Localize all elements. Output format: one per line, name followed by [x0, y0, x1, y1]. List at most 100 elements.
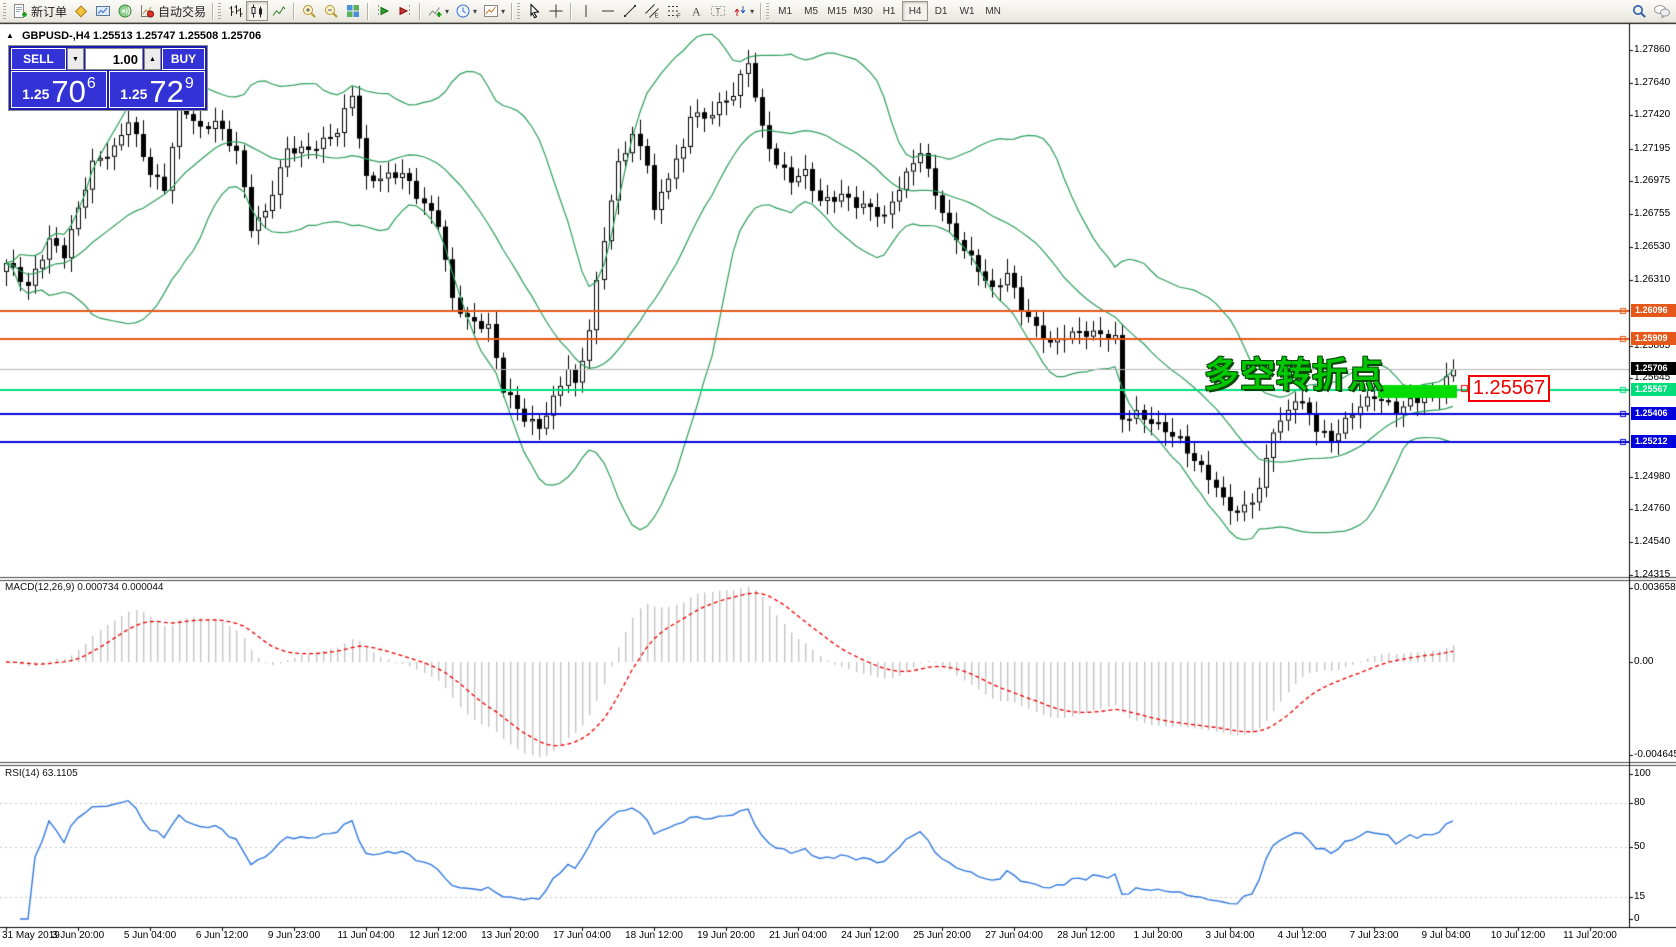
svg-text:E: E: [655, 14, 659, 20]
candlestick-icon: [249, 3, 265, 19]
zoom-out-button[interactable]: [320, 1, 342, 21]
timeframe-h1-button[interactable]: H1: [876, 1, 902, 21]
new-order-icon: [12, 3, 28, 19]
volume-decrease-button[interactable]: ▼: [67, 48, 84, 70]
search-icon: [1631, 3, 1647, 19]
cursor-icon: [526, 3, 542, 19]
timeframe-m5-button[interactable]: M5: [798, 1, 824, 21]
indicators-dropdown-arrow[interactable]: ▾: [445, 6, 450, 16]
signals-icon: [117, 3, 133, 19]
indicators-button[interactable]: ▾: [424, 1, 452, 21]
cursor-button[interactable]: [523, 1, 545, 21]
bar-chart-icon: [227, 3, 243, 19]
vertical-line-button[interactable]: [575, 1, 597, 21]
crosshair-icon: [548, 3, 564, 19]
equidistant-channel-button[interactable]: E: [641, 1, 663, 21]
svg-text:T: T: [716, 7, 721, 16]
auto-trading-icon: [139, 3, 155, 19]
periods-button[interactable]: ▾: [452, 1, 480, 21]
arrows-dropdown-arrow[interactable]: ▾: [750, 6, 755, 16]
volume-increase-button[interactable]: ▲: [144, 48, 161, 70]
fibonacci-icon: F: [666, 3, 682, 19]
timeframe-w1-button[interactable]: W1: [954, 1, 980, 21]
timeframe-m1-button[interactable]: M1: [772, 1, 798, 21]
toolbar-separator: [570, 2, 573, 20]
periods-dropdown-arrow[interactable]: ▾: [473, 6, 478, 16]
text-label-button[interactable]: T: [707, 1, 729, 21]
signals-button[interactable]: [114, 1, 136, 21]
price-callout-label[interactable]: 1.25567: [1468, 375, 1550, 402]
templates-dropdown-arrow[interactable]: ▾: [501, 6, 506, 16]
sell-price-button[interactable]: 1.25 70 6: [11, 71, 107, 108]
buy-price-main: 72: [149, 74, 184, 109]
terminal-button[interactable]: [92, 1, 114, 21]
rsi-pane[interactable]: [0, 766, 1629, 926]
sell-price-prefix: 1.25: [22, 86, 50, 102]
indicators-icon: [427, 3, 443, 19]
timeframe-m30-button[interactable]: M30: [850, 1, 876, 21]
rsi-indicator-label: RSI(14) 63.1105: [5, 768, 78, 779]
toolbar-grip: [218, 3, 222, 19]
toolbar-grip: [766, 3, 770, 19]
zoom-out-icon: [323, 3, 339, 19]
candlestick-chart-button[interactable]: [246, 1, 269, 21]
tile-windows-icon: [345, 3, 361, 19]
svg-text:A: A: [692, 5, 701, 19]
sell-price-pip: 6: [86, 75, 96, 92]
buy-button[interactable]: BUY: [162, 48, 205, 70]
auto-trading-label: 自动交易: [158, 4, 207, 19]
svg-text:F: F: [677, 14, 681, 19]
chat-button[interactable]: [1650, 1, 1674, 21]
templates-button[interactable]: ▾: [480, 1, 508, 21]
macd-pane[interactable]: [0, 581, 1629, 761]
crosshair-button[interactable]: [545, 1, 567, 21]
chart-title: ▲ GBPUSD-,H4 1.25513 1.25747 1.25508 1.2…: [6, 30, 261, 42]
horizontal-line-button[interactable]: [597, 1, 619, 21]
text-button[interactable]: A: [685, 1, 707, 21]
toolbar-grip: [517, 3, 521, 19]
buy-price-pip: 9: [184, 75, 194, 92]
toolbar-grip: [3, 3, 6, 19]
terminal-icon: [95, 3, 111, 19]
timeframe-h4-button[interactable]: H4: [902, 1, 929, 21]
line-chart-button[interactable]: [268, 1, 290, 21]
timeframe-mn-button[interactable]: MN: [980, 1, 1006, 21]
trendline-icon: [622, 3, 638, 19]
arrows-icon: [732, 3, 748, 19]
volume-input[interactable]: [85, 48, 143, 70]
trendline-button[interactable]: [619, 1, 641, 21]
search-button[interactable]: [1628, 1, 1650, 21]
arrows-button[interactable]: ▾: [729, 1, 757, 21]
metaeditor-button[interactable]: [70, 1, 92, 21]
toolbar-separator: [367, 2, 370, 20]
buy-price-prefix: 1.25: [120, 86, 148, 102]
macd-indicator-label: MACD(12,26,9) 0.000734 0.000044: [5, 582, 164, 593]
chart-annotation-text[interactable]: 多空转折点: [1204, 356, 1385, 395]
bar-chart-button[interactable]: [224, 1, 246, 21]
fibonacci-button[interactable]: F: [663, 1, 685, 21]
text-label-icon: T: [710, 3, 726, 19]
chart-shift-icon: [375, 3, 391, 19]
horizontal-line-icon: [600, 3, 616, 19]
toolbar-separator: [419, 2, 422, 20]
buy-price-button[interactable]: 1.25 72 9: [109, 71, 205, 108]
timeframe-m15-button[interactable]: M15: [824, 1, 850, 21]
sell-button[interactable]: SELL: [11, 48, 66, 70]
equidistant-channel-icon: E: [644, 3, 660, 19]
clock-icon: [455, 3, 471, 19]
zoom-in-button[interactable]: [298, 1, 320, 21]
toolbar: 新订单 自动交易 ▾ ▾ ▾ E F A T ▾ M1 M5 M15 M30 H…: [0, 0, 1676, 23]
chart-shift-button[interactable]: [372, 1, 394, 21]
template-icon: [483, 3, 499, 19]
main-chart-pane[interactable]: [0, 24, 1629, 576]
timeframe-d1-button[interactable]: D1: [928, 1, 954, 21]
auto-trading-button[interactable]: 自动交易: [136, 1, 209, 21]
metaeditor-icon: [73, 3, 89, 19]
panel-collapse-icon[interactable]: ▲: [6, 31, 14, 40]
new-order-button[interactable]: 新订单: [9, 1, 70, 21]
zoom-in-icon: [301, 3, 317, 19]
auto-scroll-button[interactable]: [394, 1, 416, 21]
tile-windows-button[interactable]: [342, 1, 364, 21]
